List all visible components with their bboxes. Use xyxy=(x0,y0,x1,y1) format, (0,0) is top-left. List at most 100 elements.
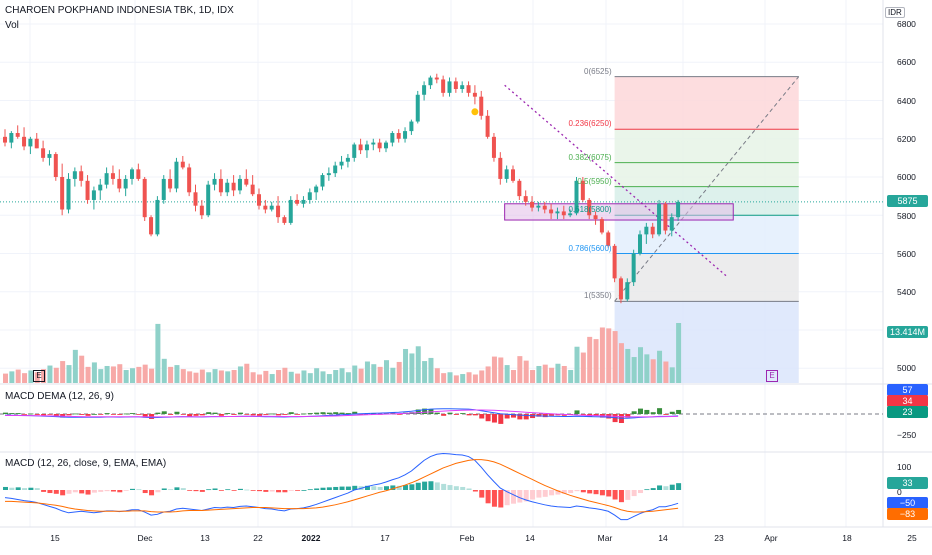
fib-zone xyxy=(614,162,799,187)
macd-histogram-bar xyxy=(612,490,618,500)
macd-dema-histogram-bar xyxy=(250,414,256,416)
volume-bar xyxy=(612,331,618,383)
macd-dema-histogram-bar xyxy=(339,412,345,414)
macd-dema-title[interactable]: MACD DEMA (12, 26, 9) xyxy=(5,391,114,402)
volume-bar xyxy=(599,327,605,383)
macd-histogram-bar xyxy=(663,486,669,490)
volume-bar xyxy=(415,346,421,383)
macd-histogram-bar xyxy=(371,486,377,490)
macd-dema-histogram-bar xyxy=(269,413,275,415)
macd-histogram-bar xyxy=(606,490,612,497)
macd-histogram-bar xyxy=(479,490,485,498)
volume-bar xyxy=(47,365,53,383)
macd-histogram-bar xyxy=(517,490,523,503)
volume-bar xyxy=(326,374,332,383)
volume-bar xyxy=(117,364,123,383)
macd-dema-histogram-bar xyxy=(447,412,453,414)
volume-bar xyxy=(390,367,396,383)
volume-bar xyxy=(218,370,224,383)
macd-dema-histogram-bar xyxy=(542,414,548,418)
candle-body xyxy=(276,205,281,218)
price-tick: 6000 xyxy=(897,172,916,182)
macd-histogram-bar xyxy=(460,486,466,490)
candle-body xyxy=(498,157,503,179)
volume-bar xyxy=(161,358,167,383)
macd-tick: 0 xyxy=(897,487,902,497)
volume-indicator-label[interactable]: Vol xyxy=(5,20,19,31)
macd-dema-histogram-bar xyxy=(301,413,307,415)
candle-body xyxy=(599,219,604,233)
fib-level-label: 0.236(6250) xyxy=(568,119,612,129)
macd-histogram-bar xyxy=(504,490,510,506)
volume-bar xyxy=(244,363,250,383)
volume-bar xyxy=(403,348,409,383)
candle-body xyxy=(415,94,420,122)
volume-bar xyxy=(237,366,243,383)
candle-body xyxy=(466,85,471,93)
macd-dema-histogram-bar xyxy=(136,414,142,415)
macd-histogram-bar xyxy=(320,487,326,490)
volume-bar xyxy=(85,366,91,383)
earnings-marker[interactable]: E xyxy=(33,370,45,382)
time-tick-label: Apr xyxy=(764,533,778,543)
macd-dema-histogram-bar xyxy=(66,414,72,416)
candle-body xyxy=(676,201,681,218)
candle-body xyxy=(79,171,84,181)
volume-bar xyxy=(422,361,428,383)
symbol-title[interactable]: CHAROEN POKPHAND INDONESIA TBK, 1D, IDX xyxy=(5,5,234,16)
volume-bar xyxy=(504,365,510,383)
candle-body xyxy=(434,77,439,80)
candle-body xyxy=(377,142,382,149)
price-tick: 6200 xyxy=(897,134,916,144)
volume-bar xyxy=(663,361,669,383)
candle-body xyxy=(34,138,39,149)
currency-badge: IDR xyxy=(885,7,905,18)
macd-dema-histogram-bar xyxy=(504,414,510,419)
macd-signal-line xyxy=(5,459,679,513)
macd-dema-histogram-bar xyxy=(460,413,466,414)
volume-bar xyxy=(66,365,72,383)
volume-bar xyxy=(631,357,637,383)
macd-histogram-bar xyxy=(447,485,453,490)
candle-body xyxy=(231,182,236,191)
macd-dema-histogram-bar xyxy=(168,414,174,415)
time-tick-label: 23 xyxy=(714,533,724,543)
macd-title[interactable]: MACD (12, 26, close, 9, EMA, EMA) xyxy=(5,458,167,469)
candle-body xyxy=(606,232,611,246)
macd-dema-histogram-bar xyxy=(345,413,351,414)
macd-dema-histogram-bar xyxy=(415,409,421,414)
macd-dema-histogram-bar xyxy=(22,414,28,415)
candle-body xyxy=(110,173,115,179)
macd-histogram-bar xyxy=(104,490,110,492)
last-price-tag: 5875 xyxy=(887,195,928,207)
macd-dema-histogram-bar xyxy=(580,414,586,415)
macd-histogram-bar xyxy=(511,490,516,504)
candle-body xyxy=(517,180,522,197)
volume-value-tag: 13.414M xyxy=(887,326,928,338)
earnings-marker-upcoming[interactable]: E xyxy=(766,370,778,382)
price-tick: 5000 xyxy=(897,363,916,373)
macd-histogram-bar xyxy=(453,486,459,490)
macd-histogram-bar xyxy=(212,488,218,490)
macd-histogram-bar xyxy=(174,487,180,490)
macd-dema-histogram-bar xyxy=(517,414,523,420)
macd-dema-histogram-bar xyxy=(3,412,8,414)
candle-body xyxy=(580,180,585,200)
macd-dema-value-3: 23 xyxy=(887,406,928,418)
candle-body xyxy=(91,190,96,200)
macd-dema-histogram-bar xyxy=(53,414,59,417)
volume-bar xyxy=(333,370,339,383)
macd-histogram-bar xyxy=(110,490,116,492)
macd-value-3: −83 xyxy=(887,508,928,520)
macd-histogram-bar xyxy=(555,490,561,495)
fib-level-label: 0.786(5600) xyxy=(568,243,612,253)
macd-histogram-bar xyxy=(142,490,148,494)
macd-histogram-bar xyxy=(561,490,567,494)
volume-bar xyxy=(491,356,497,383)
macd-histogram-bar xyxy=(428,481,434,490)
macd-dema-histogram-bar xyxy=(161,411,167,414)
volume-bar xyxy=(257,374,262,383)
fib-zone xyxy=(614,76,799,130)
